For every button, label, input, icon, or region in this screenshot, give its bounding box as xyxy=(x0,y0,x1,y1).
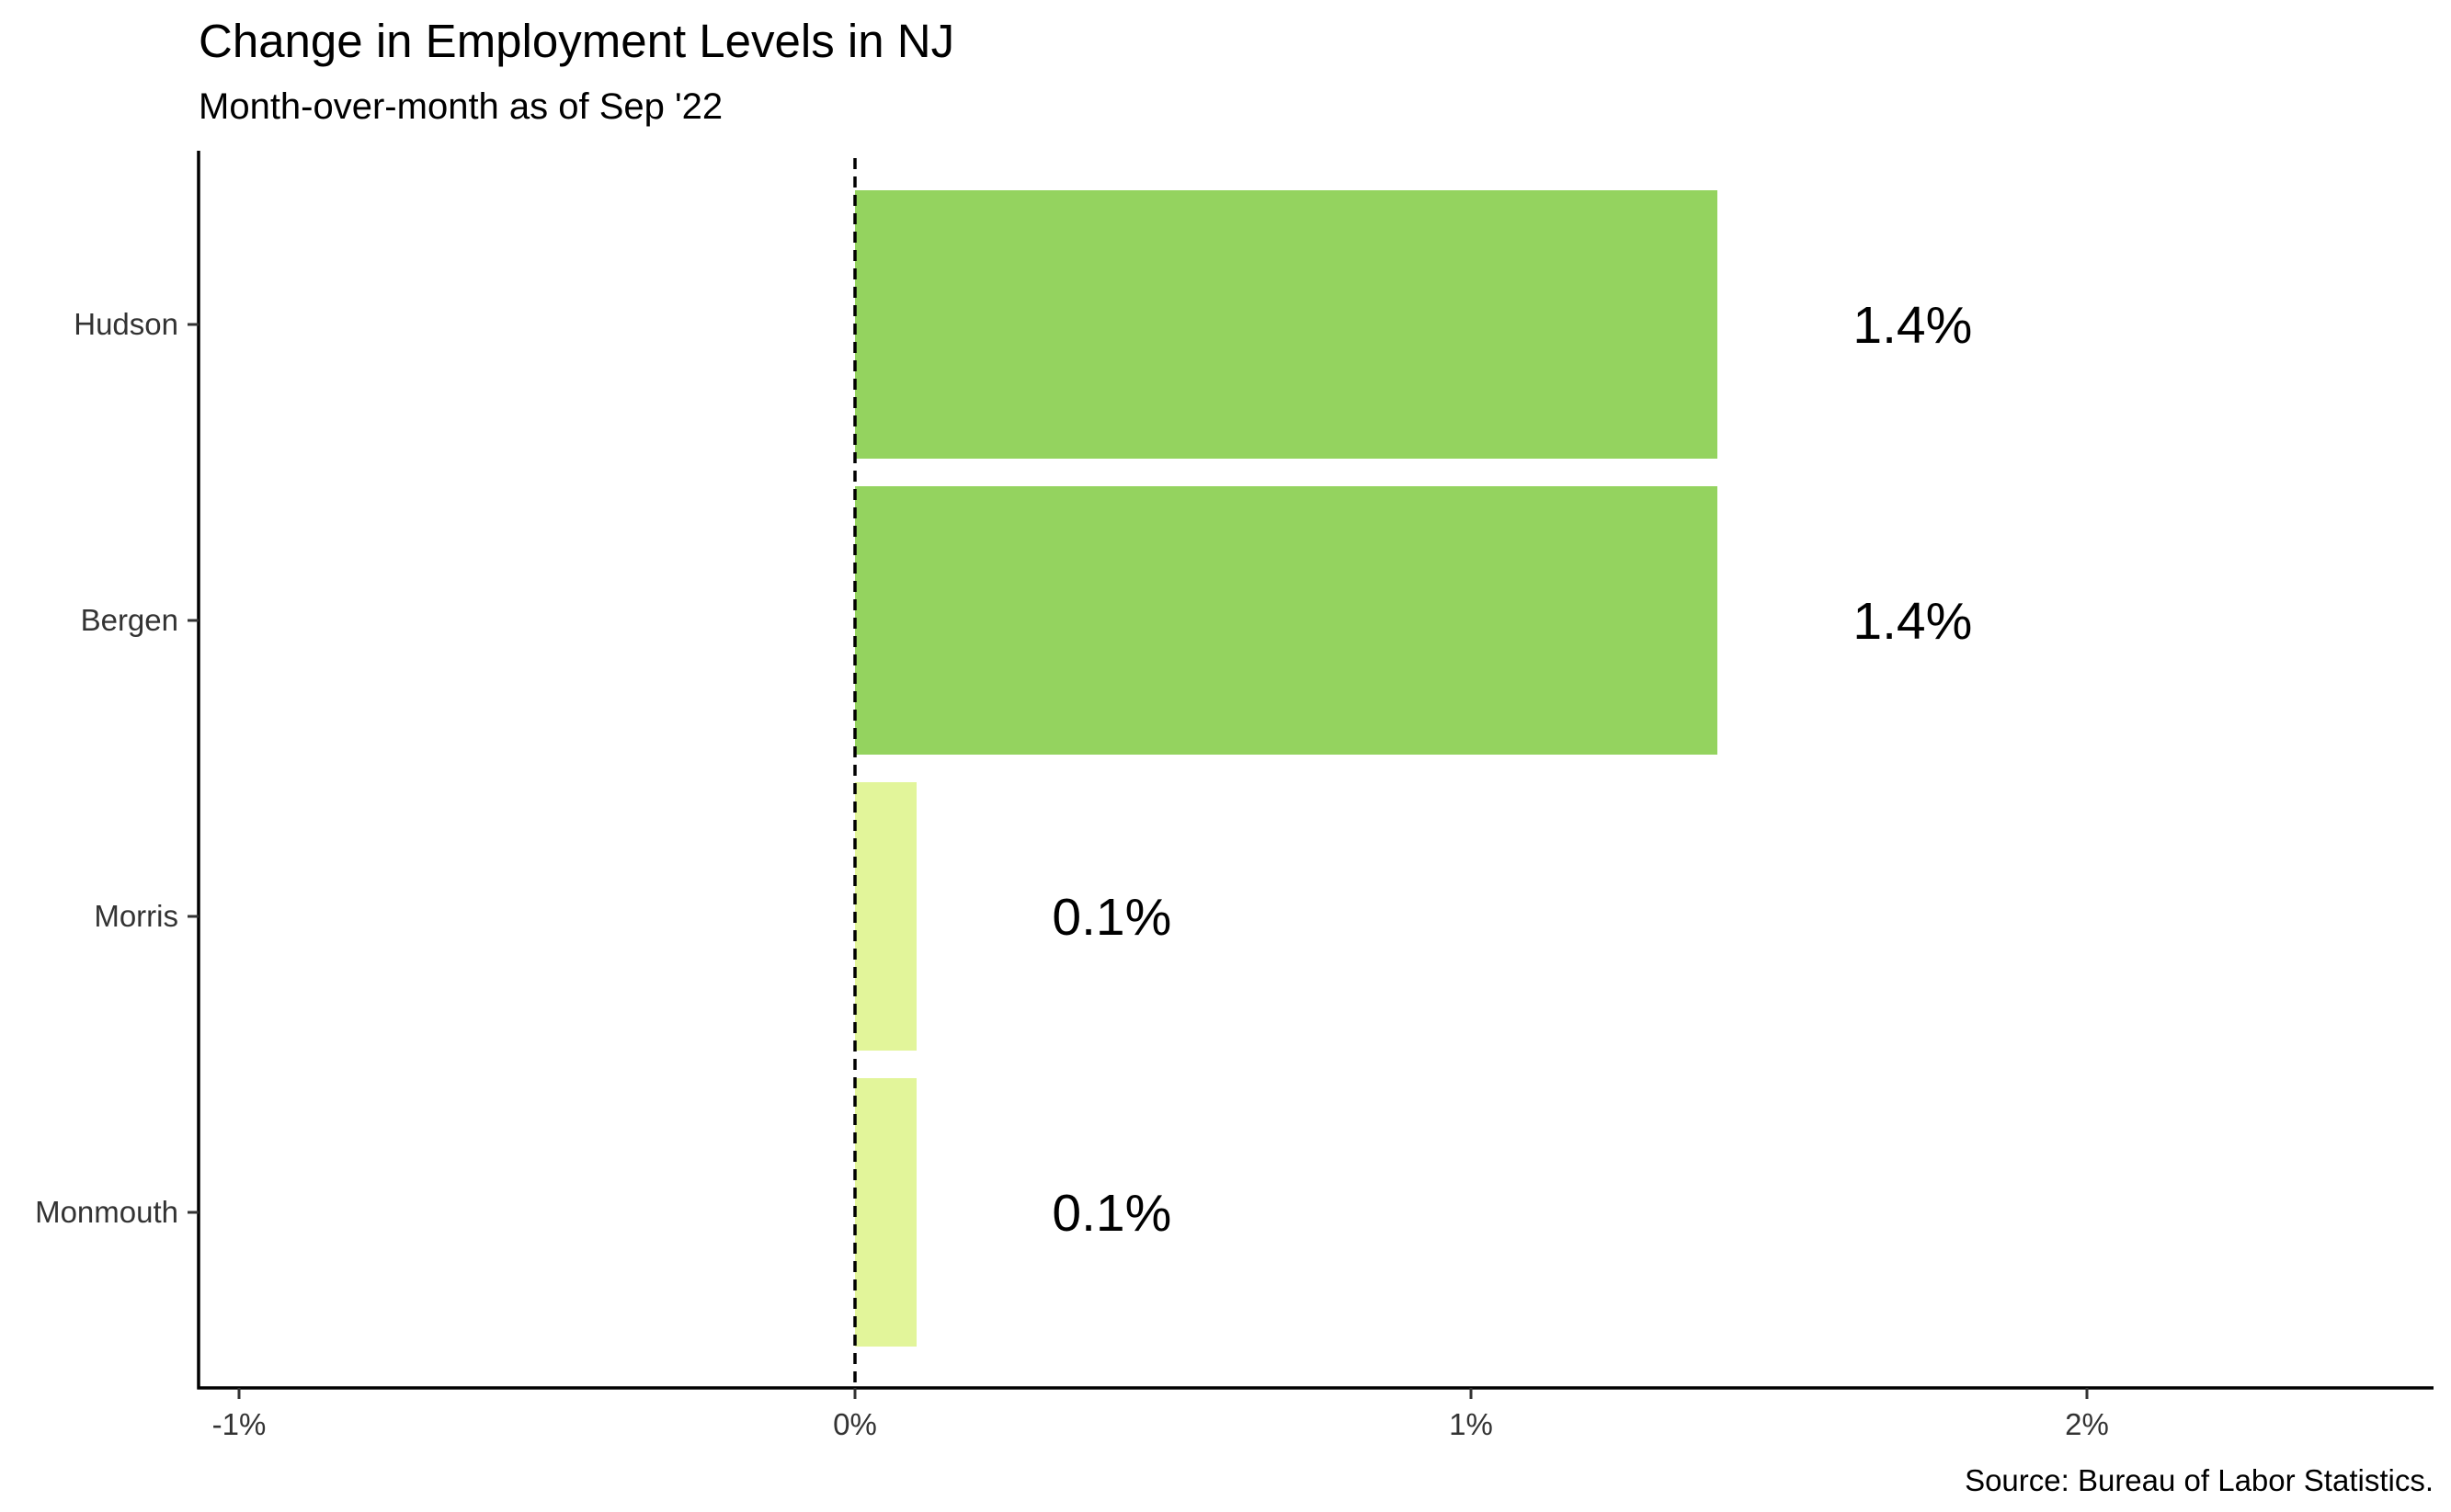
y-tick-label-hudson: Hudson xyxy=(74,307,178,341)
bar-monmouth xyxy=(855,1078,917,1347)
bar-morris xyxy=(855,782,917,1051)
plot-area: Hudson Bergen Morris Monmouth -1% 0% 1% 2% 1.4% 1… xyxy=(35,151,2434,1441)
chart-subtitle: Month-over-month as of Sep '22 xyxy=(199,86,723,127)
data-label-morris: 0.1% xyxy=(1052,888,1171,947)
x-tick-label-1: 0% xyxy=(833,1407,877,1441)
bar-bergen xyxy=(855,486,1717,755)
y-tick-label-monmouth: Monmouth xyxy=(35,1195,178,1229)
chart-title: Change in Employment Levels in NJ xyxy=(199,15,954,67)
data-label-monmouth: 0.1% xyxy=(1052,1184,1171,1243)
x-tick-label-3: 2% xyxy=(2065,1407,2109,1441)
y-tick-label-bergen: Bergen xyxy=(81,603,178,637)
chart-caption: Source: Bureau of Labor Statistics. xyxy=(1965,1463,2434,1497)
y-tick-label-morris: Morris xyxy=(94,899,178,933)
data-label-hudson: 1.4% xyxy=(1852,296,1972,355)
x-tick-label-2: 1% xyxy=(1449,1407,1493,1441)
x-tick-label-0: -1% xyxy=(212,1407,267,1441)
data-label-bergen: 1.4% xyxy=(1852,592,1972,651)
bar-hudson xyxy=(855,190,1717,459)
